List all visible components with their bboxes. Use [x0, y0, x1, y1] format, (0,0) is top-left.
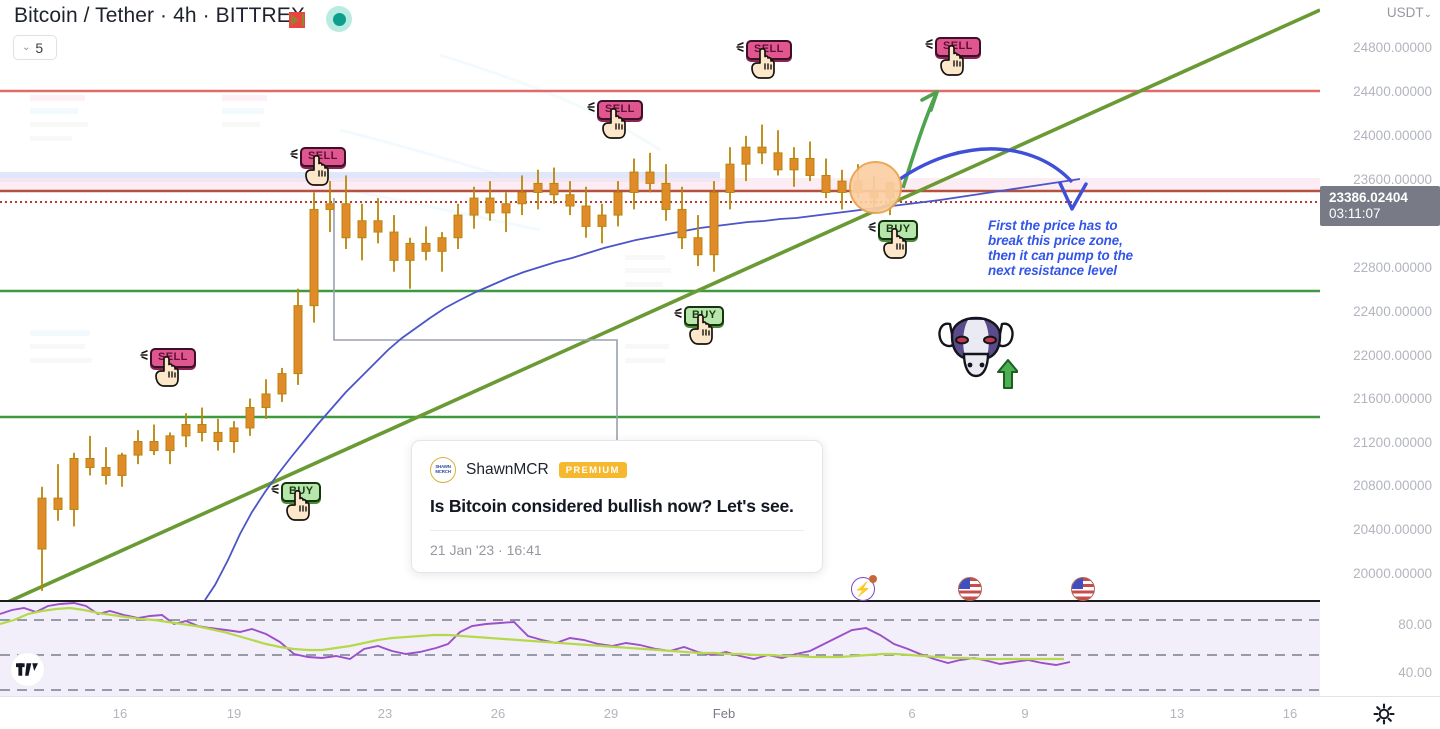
- price-tick-label: 20800.00000: [1353, 478, 1432, 493]
- oscillator-tick-label: 80.00: [1398, 617, 1432, 632]
- idea-author-name[interactable]: ShawnMCR: [466, 461, 549, 478]
- blue-curved-arrow: [899, 147, 1088, 211]
- current-price-badge: 23386.02404 03:11:07: [1320, 186, 1440, 226]
- price-scale[interactable]: USDT⌄ 24800.00000 24400.00000 24000.00000 2…: [1320, 0, 1440, 696]
- time-tick-label: 26: [490, 706, 506, 721]
- red-flag-icon[interactable]: [287, 10, 307, 30]
- sell-signal-marker[interactable]: SELL: [140, 347, 196, 387]
- idea-card-header: SHAWN MCRCH ShawnMCR PREMIUM: [430, 457, 804, 483]
- avatar: SHAWN MCRCH: [430, 457, 456, 483]
- price-zone-band: [0, 172, 720, 182]
- avatar-initials: SHAWN MCRCH: [435, 464, 451, 474]
- rsi-canvas: [0, 602, 1320, 691]
- chart-pane[interactable]: [0, 0, 1320, 600]
- price-tick-label: 21600.00000: [1353, 391, 1432, 406]
- bar-countdown: 03:11:07: [1329, 206, 1381, 221]
- annotation-line-4: next resistance level: [988, 263, 1117, 278]
- interval-label: 5: [35, 39, 44, 56]
- sparkle-icon: [271, 482, 280, 494]
- price-tick-label: 20400.00000: [1353, 522, 1432, 537]
- time-tick-label: 9: [1021, 706, 1029, 721]
- interval-selector[interactable]: ⌄ 5: [13, 35, 57, 60]
- oscillator-tick-label: 40.00: [1398, 665, 1432, 680]
- connection-status-icon[interactable]: [326, 6, 352, 32]
- price-tick-label: 20000.00000: [1353, 566, 1432, 581]
- status-badge: PREMIUM: [558, 462, 627, 478]
- idea-card[interactable]: SHAWN MCRCH ShawnMCR PREMIUM Is Bitcoin …: [411, 440, 823, 573]
- divider: [430, 530, 804, 531]
- pointing-hand-icon: [938, 44, 968, 77]
- annotation-line-3: then it can pump to the: [988, 248, 1133, 263]
- rsi-line: [0, 602, 1071, 666]
- buy-signal-marker[interactable]: BUY: [674, 305, 725, 345]
- price-tick-label: 22800.00000: [1353, 260, 1432, 275]
- annotation-line-1: First the price has to: [988, 218, 1118, 233]
- candlestick-series: [37, 124, 895, 591]
- tradingview-logo[interactable]: [10, 652, 45, 687]
- sell-signal-marker[interactable]: SELL: [290, 146, 346, 186]
- us-economic-event-icon[interactable]: [958, 577, 982, 601]
- pointing-hand-icon: [153, 355, 183, 388]
- buy-signal-marker[interactable]: BUY: [271, 481, 322, 521]
- time-tick-label: 16: [1282, 706, 1298, 721]
- price-tick-label: 23600.00000: [1353, 172, 1432, 187]
- chevron-down-icon: ⌄: [22, 41, 31, 53]
- page-title[interactable]: Bitcoin / Tether · 4h · BITTREX: [14, 4, 305, 27]
- bolt-glyph: ⚡: [854, 581, 872, 597]
- sparkle-icon: [736, 40, 745, 52]
- trendline-major: [7, 8, 1320, 600]
- economic-event-bolt-icon[interactable]: ⚡: [851, 575, 877, 601]
- settings-gear-icon[interactable]: [1373, 703, 1395, 725]
- blue-annotation-text: First the price has to break this price …: [988, 218, 1168, 278]
- chevron-down-icon: ⌄: [1423, 9, 1432, 20]
- pointing-hand-icon: [881, 227, 911, 260]
- sparkle-icon: [587, 100, 596, 112]
- sell-signal-marker[interactable]: SELL: [587, 99, 643, 139]
- price-tick-label: 24800.00000: [1353, 40, 1432, 55]
- price-unit-label: USDT: [1386, 5, 1424, 20]
- sparkle-icon: [290, 147, 299, 159]
- sell-signal-marker[interactable]: SELL: [925, 36, 981, 76]
- price-tick-label: 22000.00000: [1353, 348, 1432, 363]
- time-tick-label: 19: [226, 706, 242, 721]
- sparkle-icon: [674, 306, 683, 318]
- pointing-hand-icon: [284, 489, 314, 522]
- pointing-hand-icon: [749, 47, 779, 80]
- price-tick-label: 24000.00000: [1353, 128, 1432, 143]
- time-tick-label: 16: [112, 706, 128, 721]
- time-tick-label: Feb: [712, 706, 736, 721]
- idea-title[interactable]: Is Bitcoin considered bullish now? Let's…: [430, 496, 794, 516]
- sell-signal-marker[interactable]: SELL: [736, 39, 792, 79]
- price-scale-unit[interactable]: USDT⌄: [1387, 5, 1432, 20]
- us-economic-event-icon[interactable]: [1071, 577, 1095, 601]
- time-tick-label: 23: [377, 706, 393, 721]
- rsi-ma-line: [0, 606, 1064, 661]
- price-tick-label: 24400.00000: [1353, 84, 1432, 99]
- time-tick-label: 29: [603, 706, 619, 721]
- sparkle-icon: [925, 37, 934, 49]
- chart-canvas: [0, 8, 1320, 600]
- current-price-value: 23386.02404: [1329, 190, 1408, 205]
- measure-box: [333, 198, 618, 443]
- time-tick-label: 13: [1169, 706, 1185, 721]
- sparkle-icon: [868, 220, 877, 232]
- pointing-hand-icon: [303, 154, 333, 187]
- oscillator-pane[interactable]: [0, 600, 1320, 696]
- price-highlight-circle: [849, 161, 902, 214]
- pointing-hand-icon: [600, 107, 630, 140]
- time-tick-label: 6: [908, 706, 916, 721]
- time-scale[interactable]: 16 19 23 26 29 Feb 6 9 13 16: [0, 696, 1440, 729]
- chart-header: Bitcoin / Tether · 4h · BITTREX ⌄ 5: [0, 0, 1320, 66]
- price-tick-label: 21200.00000: [1353, 435, 1432, 450]
- pointing-hand-icon: [687, 313, 717, 346]
- annotation-line-2: break this price zone,: [988, 233, 1123, 248]
- buy-signal-marker[interactable]: BUY: [868, 219, 919, 259]
- price-tick-label: 22400.00000: [1353, 304, 1432, 319]
- moving-average-line: [204, 178, 1081, 600]
- idea-timestamp: 21 Jan '23 · 16:41: [430, 542, 542, 558]
- bull-head-emoji: [934, 310, 1019, 390]
- sparkle-icon: [140, 348, 149, 360]
